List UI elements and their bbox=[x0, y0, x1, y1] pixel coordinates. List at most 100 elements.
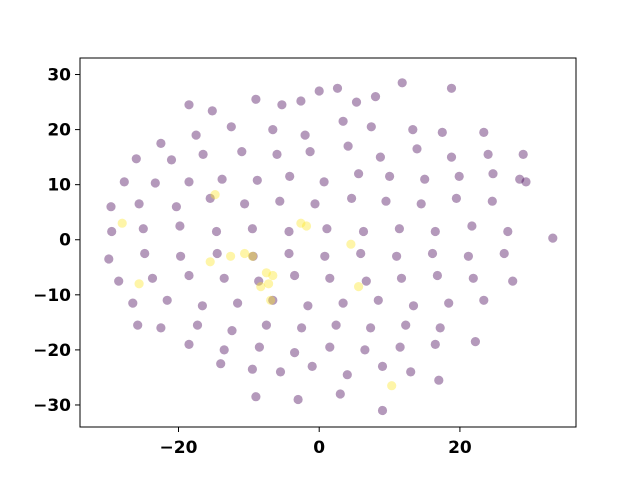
data-point bbox=[351, 97, 362, 107]
data-point bbox=[307, 361, 317, 371]
data-point bbox=[147, 273, 158, 283]
data-point bbox=[261, 320, 271, 330]
data-point bbox=[192, 320, 203, 330]
data-point bbox=[191, 130, 201, 140]
data-point bbox=[284, 226, 294, 237]
plot-frame bbox=[79, 57, 577, 428]
data-point bbox=[237, 147, 247, 157]
data-point bbox=[432, 270, 442, 281]
data-point bbox=[479, 127, 489, 137]
data-point bbox=[430, 339, 440, 349]
x-axis: −20 0 20 bbox=[160, 427, 472, 458]
data-point bbox=[184, 270, 194, 281]
data-point bbox=[210, 190, 220, 200]
y-tick-label: 30 bbox=[47, 66, 71, 86]
y-tick-label: 20 bbox=[47, 121, 71, 141]
data-point bbox=[251, 94, 261, 104]
data-point bbox=[266, 295, 276, 305]
data-point bbox=[285, 171, 295, 181]
data-point bbox=[427, 248, 438, 259]
data-point bbox=[275, 367, 286, 377]
data-point bbox=[444, 298, 454, 308]
data-point bbox=[264, 279, 274, 289]
data-point bbox=[277, 100, 287, 110]
data-point bbox=[338, 116, 348, 126]
data-point bbox=[332, 83, 343, 93]
data-point bbox=[233, 298, 243, 308]
data-point bbox=[454, 171, 464, 181]
data-point bbox=[347, 193, 357, 203]
data-point bbox=[499, 248, 509, 259]
data-point bbox=[366, 323, 376, 333]
data-point bbox=[463, 251, 473, 261]
data-point bbox=[226, 251, 236, 261]
data-point bbox=[470, 337, 480, 347]
data-point bbox=[346, 239, 356, 249]
data-point bbox=[451, 193, 461, 203]
data-point bbox=[140, 248, 150, 259]
data-point bbox=[305, 147, 315, 157]
data-point bbox=[290, 270, 300, 281]
x-tick-label: 20 bbox=[448, 438, 472, 458]
data-point bbox=[435, 323, 445, 333]
data-point bbox=[251, 392, 261, 402]
data-point bbox=[205, 257, 215, 267]
data-point bbox=[342, 370, 352, 380]
data-point bbox=[107, 226, 117, 237]
data-point bbox=[395, 342, 405, 352]
data-point bbox=[248, 251, 258, 261]
data-point bbox=[216, 359, 226, 369]
data-point bbox=[416, 199, 426, 209]
data-point bbox=[356, 248, 366, 259]
data-point bbox=[314, 86, 324, 96]
data-point bbox=[184, 339, 194, 349]
data-point bbox=[184, 100, 194, 110]
data-point bbox=[354, 169, 364, 179]
y-tick-label: −30 bbox=[33, 396, 71, 416]
data-point bbox=[331, 320, 341, 330]
data-point bbox=[325, 273, 335, 283]
data-point bbox=[385, 171, 395, 181]
data-point bbox=[397, 78, 407, 88]
data-point bbox=[467, 221, 477, 231]
data-point bbox=[366, 122, 376, 132]
data-point bbox=[503, 226, 513, 237]
x-tick-label: 0 bbox=[313, 438, 325, 458]
data-point bbox=[300, 130, 310, 140]
data-point bbox=[268, 270, 278, 281]
data-point bbox=[176, 251, 186, 261]
data-point bbox=[198, 149, 208, 159]
y-tick-label: 10 bbox=[47, 176, 71, 196]
data-point bbox=[437, 127, 447, 137]
data-point bbox=[227, 326, 237, 336]
data-point bbox=[114, 276, 124, 286]
data-point bbox=[360, 345, 370, 355]
data-point bbox=[335, 389, 345, 399]
data-point bbox=[401, 320, 411, 330]
data-point bbox=[166, 155, 177, 165]
data-point bbox=[488, 169, 498, 179]
data-point bbox=[134, 199, 144, 209]
data-point bbox=[392, 251, 402, 261]
data-point bbox=[301, 221, 312, 231]
data-point bbox=[290, 348, 300, 358]
data-point bbox=[211, 226, 222, 237]
data-point bbox=[406, 367, 416, 377]
data-point bbox=[548, 233, 558, 243]
data-point bbox=[212, 248, 222, 259]
data-point bbox=[175, 221, 185, 231]
data-point bbox=[479, 295, 489, 305]
data-point bbox=[387, 381, 397, 391]
data-point bbox=[354, 282, 364, 292]
data-point bbox=[430, 226, 440, 237]
data-point bbox=[377, 361, 388, 371]
data-point bbox=[184, 177, 194, 187]
data-point bbox=[320, 251, 330, 261]
data-point bbox=[296, 218, 306, 228]
data-point bbox=[408, 301, 419, 311]
data-point bbox=[138, 224, 148, 234]
data-point bbox=[119, 177, 129, 187]
data-point bbox=[396, 273, 407, 283]
data-point bbox=[133, 320, 143, 330]
data-point bbox=[434, 375, 444, 385]
